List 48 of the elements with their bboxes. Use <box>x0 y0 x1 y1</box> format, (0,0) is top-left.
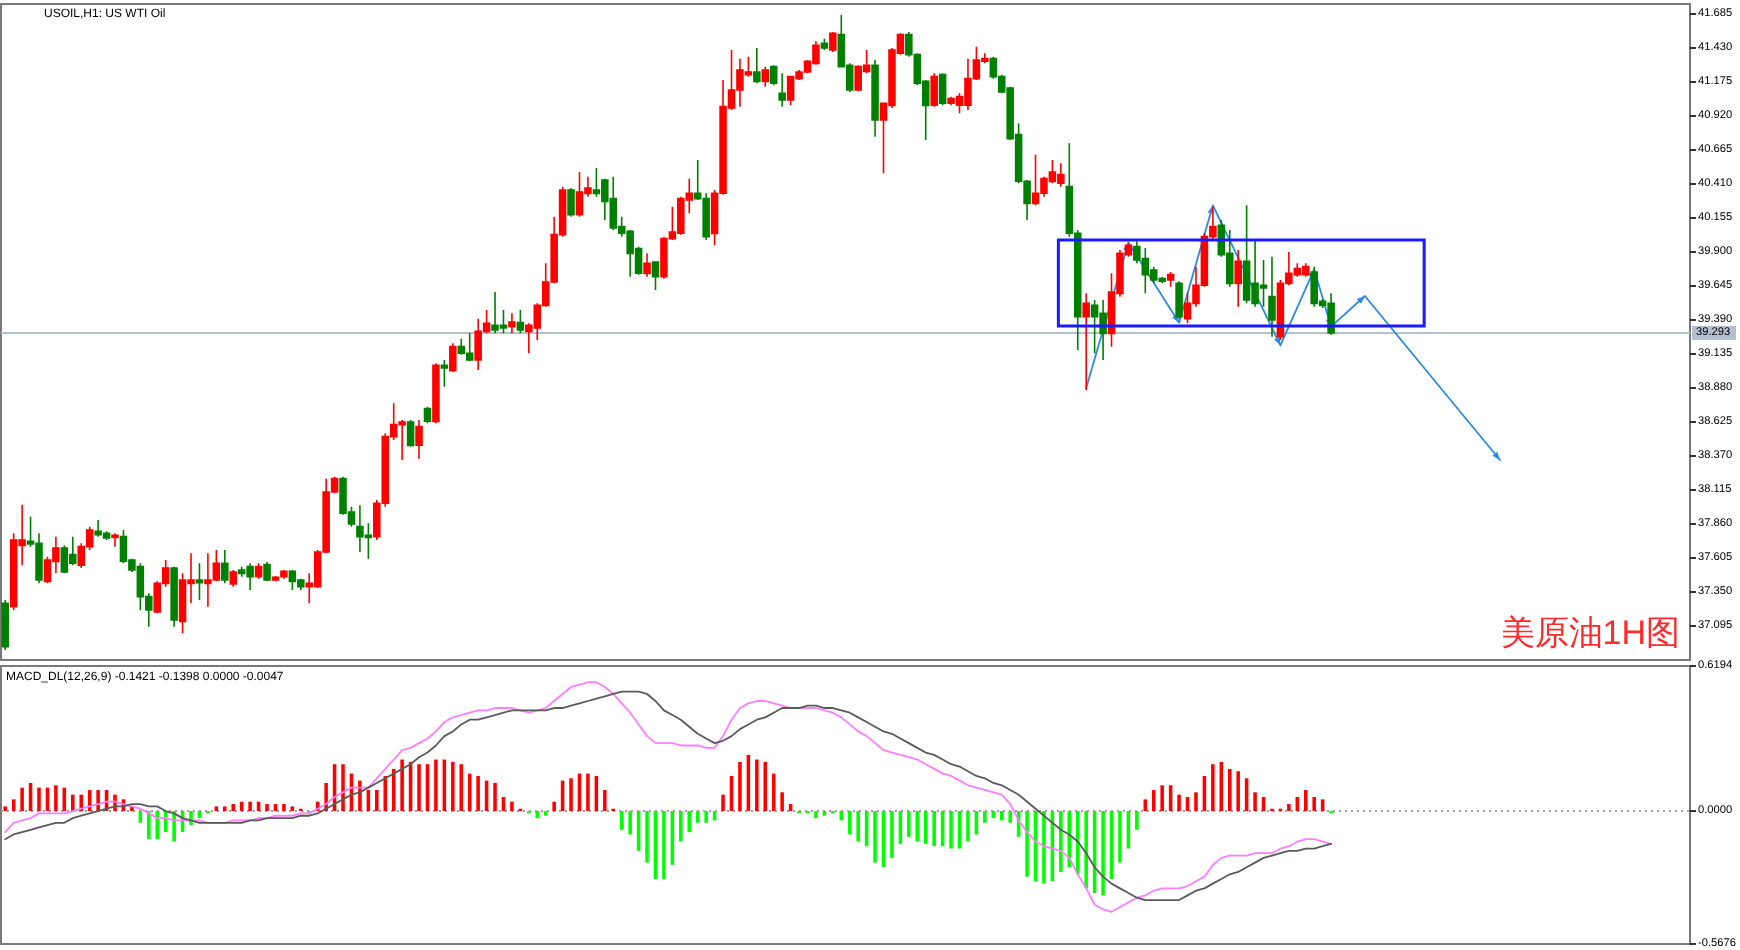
candlestick <box>440 359 449 388</box>
candlestick <box>753 47 761 85</box>
candlestick <box>170 565 178 628</box>
candlestick <box>297 577 305 591</box>
candlestick <box>280 569 288 580</box>
candlestick <box>567 187 575 218</box>
candlestick <box>1082 292 1090 391</box>
candlestick <box>491 291 499 335</box>
candlestick <box>474 317 482 371</box>
candlestick <box>812 40 820 66</box>
candlestick <box>761 65 770 88</box>
candlestick <box>609 175 618 231</box>
candlestick <box>643 252 651 278</box>
candlestick <box>778 72 786 108</box>
candlestick <box>1031 153 1040 207</box>
candlestick <box>736 57 744 108</box>
candlestick <box>1158 275 1166 285</box>
candlestick <box>1234 249 1242 308</box>
candlestick <box>94 519 102 538</box>
candlestick <box>246 562 254 591</box>
candlestick <box>111 532 119 548</box>
candlestick <box>263 561 271 583</box>
candlestick <box>1057 162 1065 188</box>
candlestick <box>195 562 204 601</box>
candlestick <box>1099 299 1107 361</box>
candlestick <box>871 59 879 138</box>
candlestick <box>69 535 77 567</box>
candlestick <box>1175 280 1183 320</box>
candlestick <box>947 95 955 107</box>
candlestick <box>229 569 237 588</box>
candlestick <box>1268 255 1276 338</box>
candlestick <box>356 504 364 553</box>
candlestick <box>1302 262 1310 278</box>
candlestick <box>829 31 837 53</box>
candlestick <box>465 332 474 363</box>
candlestick <box>516 309 525 335</box>
candlestick <box>457 337 466 356</box>
candlestick <box>930 72 938 108</box>
candlestick <box>449 342 457 373</box>
candlestick <box>1 599 9 651</box>
candlestick <box>415 419 423 460</box>
candlestick <box>508 312 516 335</box>
candlestick <box>1166 271 1175 288</box>
candlestick <box>221 549 229 585</box>
annotation: 美原油1H图 <box>1500 614 1680 652</box>
candlestick <box>204 552 212 608</box>
candlestick <box>52 535 60 575</box>
candlestick <box>432 362 440 425</box>
